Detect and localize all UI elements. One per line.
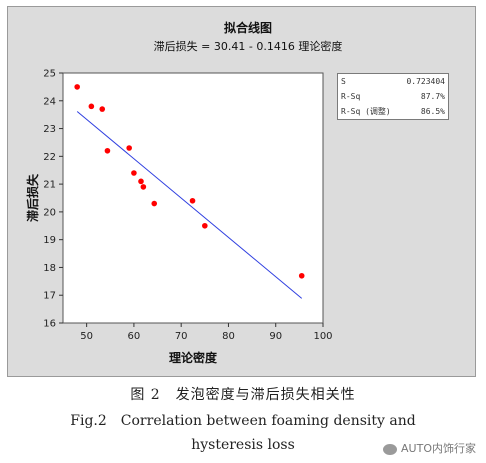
regression-stats-table: S 0.723404 R-Sq 87.7% R-Sq (调整) 86.5%: [337, 73, 449, 120]
stats-label: R-Sq (调整): [341, 107, 391, 116]
x-axis-label: 理论密度: [169, 350, 218, 365]
y-tick-label: 24: [43, 96, 56, 107]
y-tick-label: 22: [43, 152, 56, 163]
stats-label: R-Sq: [341, 92, 361, 101]
plot-area: [62, 72, 324, 324]
y-tick-label: 17: [43, 291, 56, 302]
chart-title: 拟合线图: [224, 20, 272, 35]
regression-line: [76, 111, 303, 299]
y-tick-label: 25: [43, 69, 56, 80]
y-axis-label: 滞后损失: [25, 173, 40, 222]
caption-english-line-2: hysteresis loss: [191, 437, 295, 453]
x-tick-label: 80: [222, 331, 235, 342]
data-point: [74, 84, 80, 90]
data-point: [140, 184, 147, 190]
y-tick-label: 16: [43, 319, 56, 330]
stats-label: S: [341, 77, 346, 86]
data-point: [131, 170, 137, 176]
caption-english-line-1: Fig.2 Correlation between foaming densit…: [70, 413, 416, 429]
data-point: [126, 145, 132, 151]
x-tick-label: 50: [80, 331, 93, 342]
data-point: [104, 147, 111, 154]
x-tick-label: 60: [128, 331, 141, 342]
caption-chinese: 图 2 发泡密度与滞后损失相关性: [130, 387, 356, 403]
stats-row-rsq-adj: R-Sq (调整) 86.5%: [338, 104, 448, 119]
wechat-icon: [383, 443, 398, 455]
stats-value: 87.7%: [420, 92, 445, 101]
y-tick-label: 19: [43, 235, 56, 246]
chart-subtitle: 滞后损失 = 30.41 - 0.1416 理论密度: [154, 39, 343, 53]
stats-row-rsq: R-Sq 87.7%: [338, 89, 448, 104]
data-point: [189, 197, 196, 204]
data-point: [99, 106, 106, 112]
y-tick-label: 18: [43, 263, 56, 274]
watermark: AUTO内饰行家: [383, 440, 476, 456]
data-point: [298, 272, 305, 279]
watermark-text: AUTO内饰行家: [401, 442, 476, 455]
y-tick-label: 21: [43, 180, 56, 191]
x-tick-label: 70: [175, 331, 188, 342]
data-point: [138, 178, 144, 185]
scatter-chart: 拟合线图 滞后损失 = 30.41 - 0.1416 理论密度 50 60 70 80…: [25, 20, 343, 365]
x-tick-label: 90: [269, 331, 282, 342]
y-tick-label: 23: [43, 124, 56, 135]
stats-row-s: S 0.723404: [338, 74, 448, 89]
y-tick-label: 20: [43, 207, 56, 218]
x-tick-label: 100: [313, 331, 332, 342]
data-point: [202, 222, 208, 229]
stats-value: 0.723404: [406, 77, 445, 86]
data-point: [88, 103, 95, 110]
stats-value: 86.5%: [420, 107, 445, 116]
data-point: [151, 200, 158, 207]
